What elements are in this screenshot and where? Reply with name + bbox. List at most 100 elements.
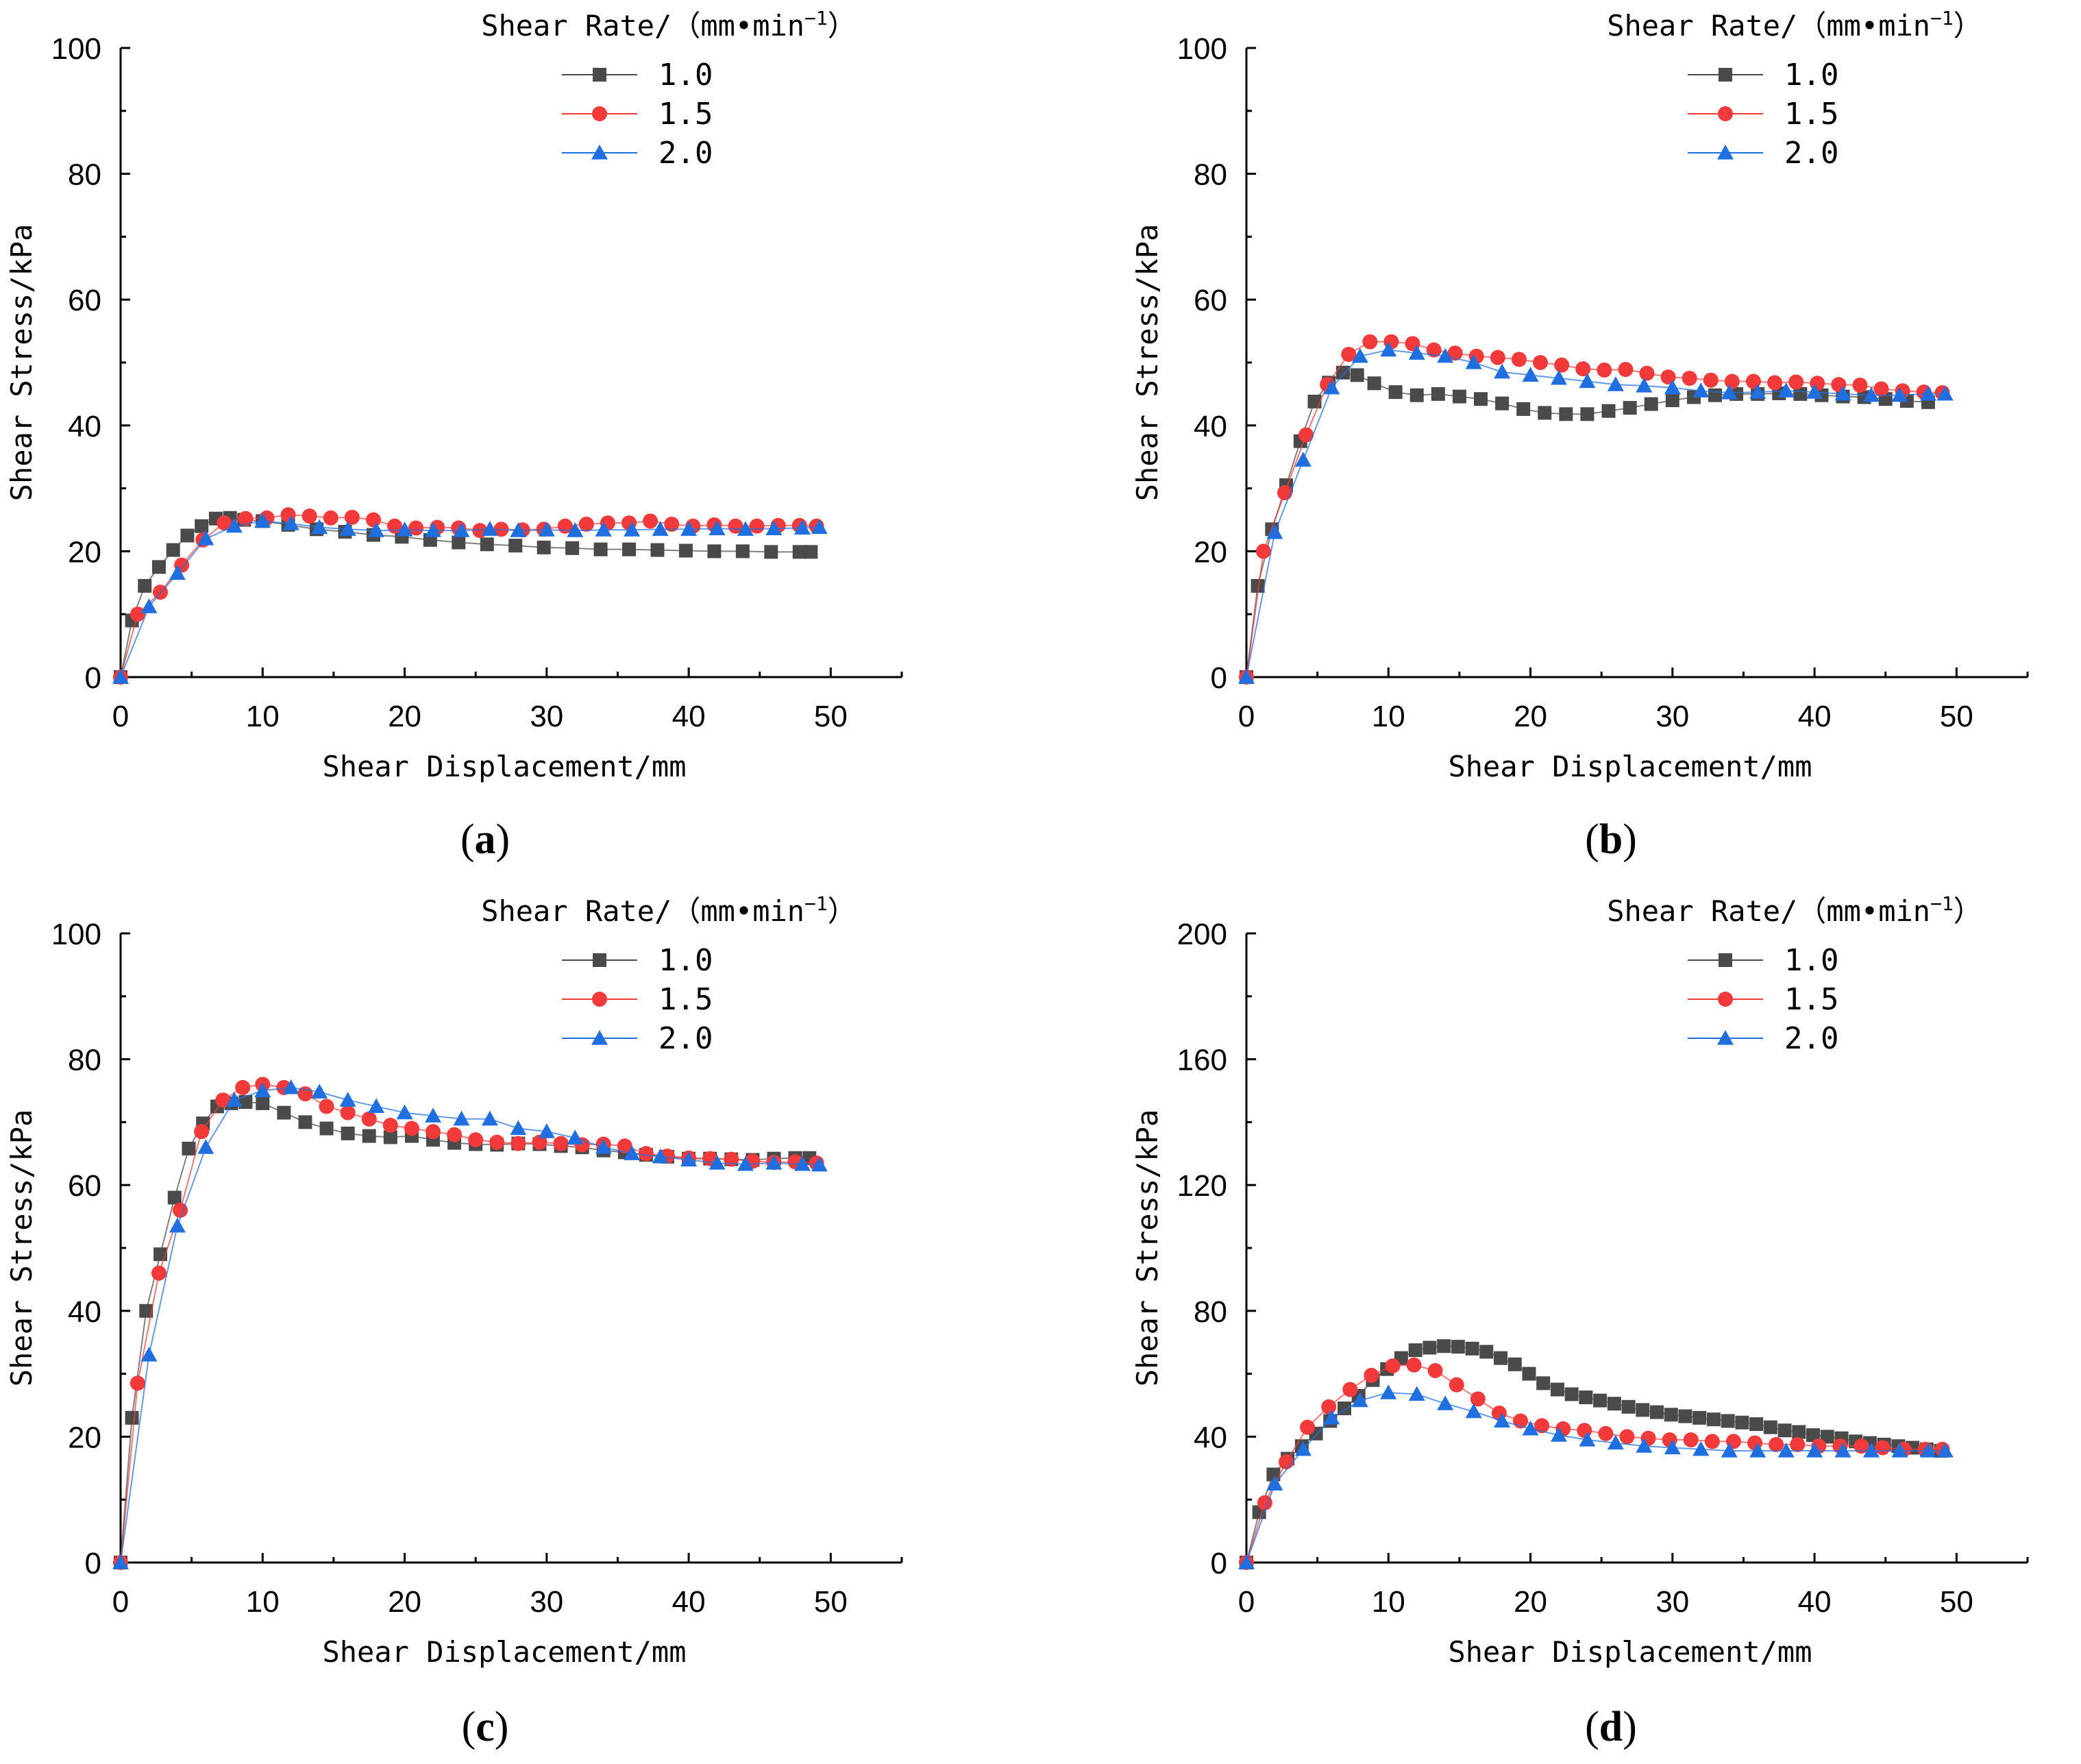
data-point	[1507, 1357, 1522, 1371]
x-tick-label: 20	[1514, 700, 1547, 733]
data-point	[1863, 1443, 1880, 1458]
data-point	[1891, 1443, 1908, 1458]
data-point	[453, 1110, 470, 1126]
data-point	[567, 1129, 584, 1144]
series-line	[1246, 341, 1943, 678]
data-point	[282, 1079, 299, 1094]
data-point	[1351, 1392, 1368, 1408]
data-point	[1721, 1414, 1735, 1428]
data-point	[1919, 1443, 1936, 1458]
data-point	[1490, 350, 1505, 365]
data-point	[707, 544, 722, 559]
data-point	[453, 522, 470, 537]
data-point	[425, 522, 441, 537]
x-axis-title: Shear Displacement/mm	[322, 1635, 686, 1669]
data-point	[1665, 393, 1679, 408]
legend-marker	[593, 953, 606, 967]
data-point	[1294, 1441, 1312, 1456]
data-point	[1598, 1425, 1614, 1441]
legend-marker	[591, 1030, 608, 1045]
y-axis-title: Shear Stress/kPa	[5, 1110, 38, 1387]
data-point	[215, 1092, 231, 1108]
legend-marker	[1718, 106, 1733, 121]
data-point	[617, 1138, 632, 1154]
data-point	[643, 513, 658, 529]
legend-marker	[1717, 1030, 1734, 1045]
y-tick-label: 40	[68, 410, 101, 443]
data-point	[765, 520, 783, 535]
y-tick-label: 120	[1177, 1169, 1227, 1203]
data-point	[650, 543, 665, 557]
legend-entry-2.0: 2.0	[562, 1021, 713, 1056]
data-point	[166, 543, 180, 557]
data-point	[311, 1083, 328, 1099]
data-point	[140, 598, 158, 613]
data-point	[112, 669, 129, 684]
data-point	[365, 512, 381, 528]
data-point	[1607, 376, 1624, 391]
legend-label: 1.5	[1784, 97, 1838, 132]
y-tick-label: 100	[51, 918, 101, 951]
x-tick-label: 50	[814, 1585, 848, 1619]
data-point	[368, 1098, 385, 1114]
data-point	[1533, 355, 1549, 370]
series-line	[120, 514, 817, 678]
data-point	[344, 509, 360, 525]
data-point	[737, 521, 754, 536]
y-tick-label: 200	[1177, 918, 1227, 951]
legend-label: 1.0	[1784, 58, 1838, 93]
data-point	[538, 1123, 555, 1138]
data-point	[1621, 1399, 1636, 1414]
data-point	[225, 517, 243, 533]
data-point	[749, 518, 765, 534]
data-point	[1431, 387, 1445, 401]
data-point	[1364, 1367, 1379, 1383]
legend-label: 2.0	[1784, 136, 1838, 171]
data-point	[311, 519, 328, 535]
data-point	[1777, 1443, 1795, 1458]
data-point	[1479, 1345, 1494, 1359]
data-point	[182, 1141, 196, 1155]
data-point	[1554, 357, 1570, 373]
data-point	[130, 1375, 145, 1391]
data-point	[553, 1136, 569, 1151]
data-point	[1852, 378, 1868, 393]
data-point	[595, 1139, 612, 1154]
legend-label: 2.0	[658, 136, 713, 171]
data-point	[1806, 1428, 1821, 1443]
data-point	[1936, 1443, 1954, 1458]
data-point	[1550, 1382, 1564, 1397]
data-point	[1341, 347, 1357, 363]
panel-label: (d)	[1585, 1704, 1637, 1750]
data-point	[1793, 387, 1808, 401]
data-point	[1749, 1443, 1766, 1458]
data-point	[339, 1092, 356, 1107]
data-point	[1724, 373, 1740, 389]
data-point	[1534, 1418, 1550, 1434]
data-point	[1577, 1423, 1592, 1438]
data-point	[197, 530, 214, 546]
data-point	[319, 1099, 334, 1114]
data-point	[1538, 406, 1552, 420]
series-line	[120, 1083, 817, 1563]
legend-marker	[592, 992, 607, 1007]
x-tick-label: 0	[1238, 700, 1255, 733]
data-point	[1522, 1367, 1536, 1381]
data-point	[1522, 1420, 1539, 1436]
data-point	[510, 1136, 526, 1151]
x-tick-label: 20	[388, 700, 421, 733]
data-point	[254, 1082, 271, 1098]
data-point	[652, 1148, 669, 1164]
panel-label: (a)	[460, 816, 510, 863]
x-axis-title: Shear Displacement/mm	[1448, 750, 1812, 783]
data-point	[468, 1132, 484, 1148]
data-point	[1777, 1423, 1792, 1438]
data-point	[1255, 543, 1271, 559]
data-point	[1494, 363, 1511, 379]
data-point	[447, 1127, 463, 1142]
data-point	[1891, 387, 1908, 402]
data-point	[1788, 374, 1804, 390]
series-line	[120, 520, 820, 678]
data-point	[1362, 334, 1378, 350]
x-tick-label: 40	[1798, 700, 1832, 733]
